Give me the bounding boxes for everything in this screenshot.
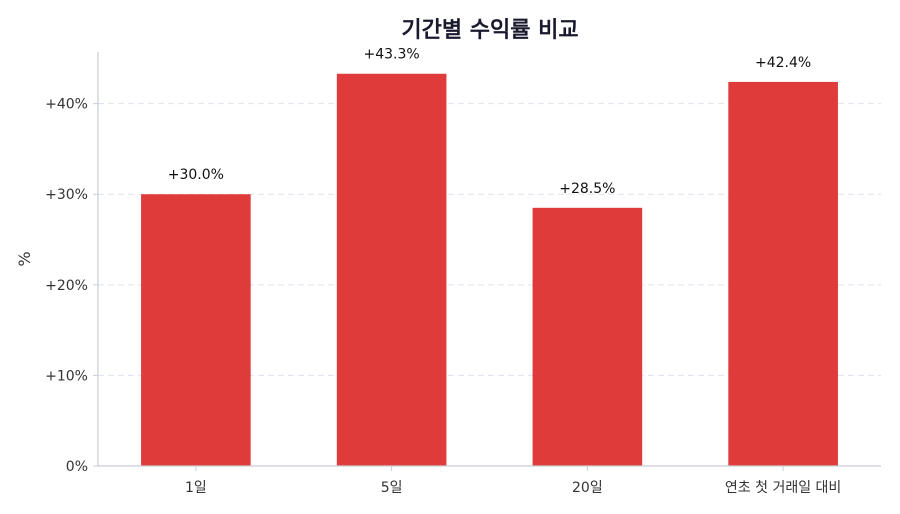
data-label: +28.5% <box>559 181 615 197</box>
bars <box>141 73 838 467</box>
axes: 0% +10% +20% +30% +40% 1일 5일 20일 연초 첫 거래일 대비 <box>45 52 881 496</box>
x-tick-label: 20일 <box>572 480 603 496</box>
bar <box>532 207 643 466</box>
y-tick-label: 0% <box>66 459 88 475</box>
data-label: +43.3% <box>364 47 420 63</box>
y-tick-label: +40% <box>45 97 88 113</box>
bar <box>336 73 447 466</box>
x-tick-label: 5일 <box>381 480 403 496</box>
chart-title: 기간별 수익률 비교 <box>401 18 578 43</box>
y-axis-label: % <box>15 251 34 266</box>
data-label: +30.0% <box>168 167 224 183</box>
y-tick-label: +10% <box>45 368 88 384</box>
x-tick-label: 연초 첫 거래일 대비 <box>725 480 841 496</box>
y-tick-label: +30% <box>45 187 88 203</box>
bar <box>141 194 251 466</box>
x-tick-label: 1일 <box>185 480 207 496</box>
y-tick-label: +20% <box>45 278 88 294</box>
data-labels: +30.0% +43.3% +28.5% +42.4% <box>168 47 811 197</box>
data-label: +42.4% <box>755 55 811 71</box>
bar <box>728 81 838 467</box>
